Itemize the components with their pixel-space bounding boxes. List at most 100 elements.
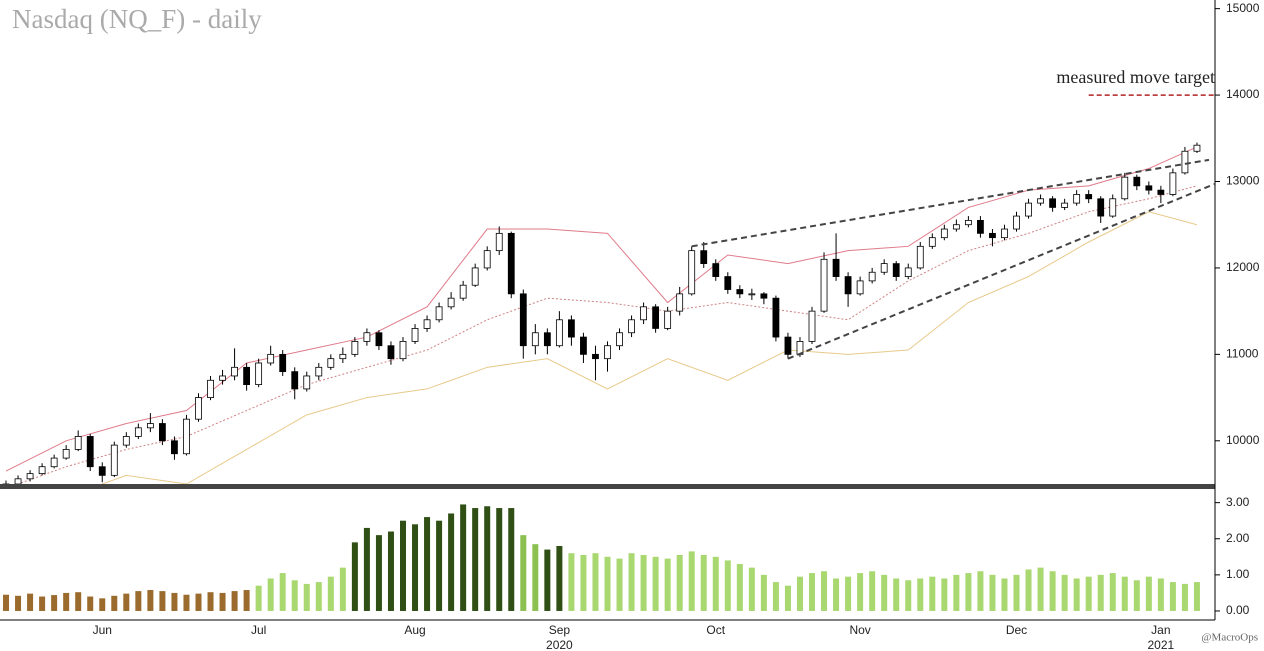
candle-body: [183, 418, 190, 455]
candle-body: [700, 250, 708, 265]
candle-body: [219, 375, 226, 381]
bar: [724, 560, 731, 611]
candle-body: [315, 366, 323, 377]
candle-body: [459, 284, 467, 299]
bar: [652, 556, 659, 611]
bar: [809, 573, 816, 611]
candle-body: [964, 219, 972, 226]
bar: [736, 564, 743, 611]
bar: [628, 553, 635, 611]
candle-body: [820, 258, 828, 312]
candle-body: [604, 345, 611, 360]
candle-body: [110, 444, 118, 476]
candle-body: [1001, 228, 1008, 239]
bar: [267, 578, 274, 611]
bar: [712, 556, 719, 611]
bar: [219, 592, 226, 611]
bar: [375, 535, 382, 611]
candle-body: [339, 353, 347, 360]
candle-body: [628, 319, 635, 334]
x-tick-label: Nov: [849, 623, 870, 637]
candle-body: [267, 353, 275, 364]
bar: [315, 582, 322, 611]
candle-body: [724, 276, 732, 290]
x-tick-label: Dec: [1006, 623, 1027, 637]
x-tick-label: Aug: [404, 623, 425, 637]
candle-body: [640, 306, 647, 321]
bar: [929, 576, 936, 611]
x-tick-label: Jan: [1151, 623, 1170, 637]
candle-body: [351, 340, 359, 355]
bar: [339, 567, 346, 611]
bar: [27, 593, 34, 611]
candle-body: [555, 319, 563, 347]
bar: [1013, 574, 1020, 611]
bar: [171, 592, 178, 611]
bar: [472, 508, 479, 611]
bar: [821, 571, 828, 611]
bar: [327, 576, 334, 611]
candle-body: [904, 267, 912, 277]
candle-body: [1181, 150, 1189, 174]
bar: [243, 590, 250, 611]
y-tick-label: 13000: [1226, 174, 1260, 188]
candle-body: [543, 332, 551, 347]
bar: [905, 580, 912, 611]
candle-body: [664, 310, 672, 329]
y-tick-label: 3.00: [1226, 495, 1250, 509]
candle-body: [483, 250, 491, 269]
bar: [953, 574, 960, 611]
candle-body: [399, 340, 407, 360]
bar: [977, 571, 984, 611]
trendline: [691, 158, 1210, 248]
bar: [532, 544, 539, 611]
candle-body: [435, 306, 443, 321]
bar: [111, 595, 118, 611]
candle-body: [387, 345, 395, 360]
candle-body: [1073, 194, 1081, 204]
bar: [436, 520, 443, 611]
bar: [424, 517, 431, 611]
candle-body: [784, 336, 792, 355]
candle-body: [1133, 176, 1141, 187]
bar: [941, 578, 948, 611]
candle-body: [1121, 176, 1129, 200]
candle-body: [495, 232, 503, 252]
x-tick-label: Oct: [706, 623, 725, 637]
candle-body: [411, 328, 419, 342]
bar: [1085, 576, 1092, 611]
candle-body: [519, 293, 527, 347]
bar: [399, 520, 406, 611]
year-label: 2021: [1148, 638, 1175, 651]
candle-body: [159, 423, 166, 442]
candle-body: [1157, 189, 1165, 195]
bar: [1181, 583, 1188, 611]
bar: [496, 508, 503, 611]
candle-body: [50, 457, 58, 468]
candle-body: [580, 336, 587, 355]
bar: [387, 531, 394, 611]
bar: [363, 527, 370, 611]
bar: [351, 542, 358, 611]
bar: [255, 585, 262, 611]
candle-body: [1193, 144, 1201, 152]
bar: [568, 553, 575, 611]
bar: [15, 595, 22, 611]
candle-body: [676, 293, 684, 312]
bar: [772, 582, 779, 611]
candle-body: [327, 358, 335, 368]
candle-body: [1109, 198, 1117, 217]
candle-body: [14, 478, 22, 484]
candle-body: [652, 306, 660, 329]
candle-body: [531, 332, 539, 347]
candle-body: [207, 379, 214, 398]
candle-body: [616, 332, 623, 347]
y-tick-label: 0.00: [1226, 603, 1250, 617]
candle-body: [940, 228, 948, 239]
bar: [207, 592, 214, 611]
candle-body: [1049, 198, 1056, 208]
y-tick-label: 12000: [1226, 260, 1260, 274]
candle-body: [748, 293, 756, 296]
candle-body: [808, 310, 816, 342]
candle-body: [231, 366, 238, 377]
